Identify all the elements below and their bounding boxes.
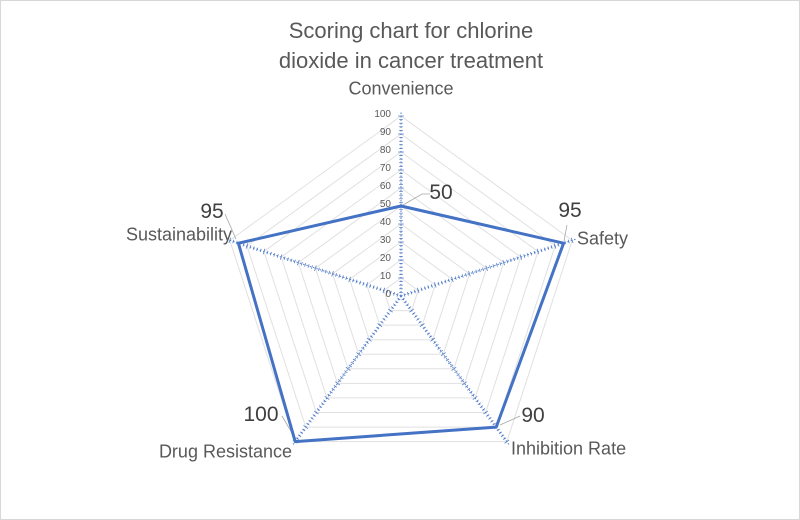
category-label-convenience: Convenience bbox=[348, 78, 454, 99]
chart-title-line2: dioxide in cancer treatment bbox=[278, 48, 544, 73]
axis-tick-label: 30 bbox=[379, 235, 391, 246]
axis-tick-label: 80 bbox=[379, 145, 391, 156]
axis-tick-label: 0 bbox=[385, 289, 391, 300]
axis-tick-label: 70 bbox=[379, 163, 391, 174]
axis-tick-label: 60 bbox=[379, 181, 391, 192]
chart-title: Scoring chart for chlorine dioxide in ca… bbox=[279, 16, 543, 76]
axis-tick-label: 50 bbox=[379, 199, 391, 210]
data-label-drug-resistance: 100 bbox=[243, 403, 279, 426]
axis-tick-label: 40 bbox=[379, 217, 391, 228]
axis-tick-label: 10 bbox=[379, 271, 391, 282]
axis-tick-label: 20 bbox=[379, 253, 391, 264]
data-label-inhibition-rate: 90 bbox=[521, 404, 545, 427]
data-label-sustainability: 95 bbox=[200, 200, 224, 223]
chart-title-line1: Scoring chart for chlorine bbox=[288, 18, 534, 43]
category-label-drug-resistance: Drug Resistance bbox=[158, 441, 292, 462]
data-label-convenience: 50 bbox=[429, 181, 453, 204]
axis-tick-label: 100 bbox=[374, 109, 391, 120]
data-label-safety: 95 bbox=[558, 199, 582, 222]
category-label-safety: Safety bbox=[577, 228, 629, 249]
category-label-sustainability: Sustainability bbox=[125, 224, 232, 245]
axis-tick-label: 90 bbox=[379, 127, 391, 138]
category-label-inhibition-rate: Inhibition Rate bbox=[511, 438, 627, 459]
